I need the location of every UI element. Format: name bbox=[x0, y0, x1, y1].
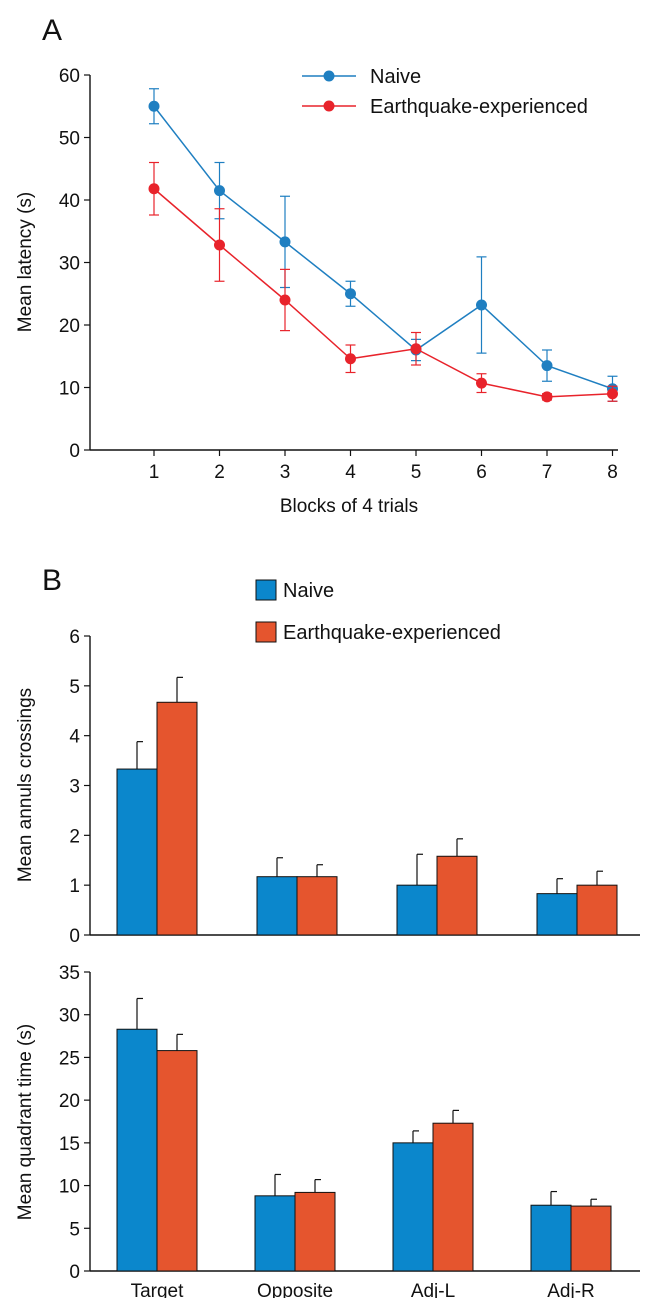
a-y-axis-label: Mean latency (s) bbox=[15, 192, 36, 332]
category-labels: Target Opposite Adj-L Adj-R bbox=[131, 1281, 595, 1298]
category-label: Adj-L bbox=[411, 1281, 455, 1298]
b1-bar-earthquake bbox=[296, 876, 338, 936]
data-point-naive bbox=[148, 100, 160, 112]
a-y-tick-label: 10 bbox=[59, 379, 80, 400]
a-x-tick-label: 2 bbox=[214, 462, 225, 483]
legend-swatch-naive bbox=[255, 579, 277, 601]
b2-y-tick-label: 35 bbox=[59, 963, 80, 984]
a-x-tick-label: 7 bbox=[542, 462, 553, 483]
data-point-naive bbox=[214, 185, 225, 197]
quadrant-chart-bars bbox=[116, 997, 612, 1272]
data-point-earthquake bbox=[345, 353, 356, 365]
b1-bar-naive bbox=[116, 768, 158, 936]
data-point-earthquake bbox=[607, 388, 618, 400]
data-point-earthquake bbox=[541, 391, 553, 403]
a-y-tick-label: 40 bbox=[59, 191, 80, 212]
b2-y-tick-label: 20 bbox=[59, 1091, 80, 1112]
b1-y-tick-label: 3 bbox=[69, 777, 80, 798]
b2-bar-naive bbox=[254, 1195, 296, 1272]
data-point-naive bbox=[279, 236, 291, 248]
data-point-earthquake bbox=[148, 183, 160, 195]
b1-y-tick-label: 4 bbox=[69, 727, 80, 748]
a-y-tick-label: 50 bbox=[59, 129, 80, 150]
legend-swatch-earthquake bbox=[255, 621, 277, 643]
a-x-tick-label: 6 bbox=[476, 462, 487, 483]
b2-bar-naive bbox=[116, 1028, 158, 1272]
category-label: Opposite bbox=[257, 1281, 333, 1298]
crossings-chart-bars bbox=[116, 676, 618, 936]
b2-y-axis-label: Mean quadrant time (s) bbox=[15, 1024, 36, 1220]
b1-bar-earthquake bbox=[156, 701, 198, 936]
series-line-naive bbox=[153, 105, 613, 390]
b2-y-tick-label: 10 bbox=[59, 1177, 80, 1198]
legend-label-earthquake: Earthquake-experienced bbox=[370, 96, 588, 118]
legend-label-earthquake-b: Earthquake-experienced bbox=[283, 622, 501, 644]
b2-bar-naive bbox=[392, 1142, 434, 1272]
line-chart-axes: 0 10 20 30 40 50 60 1 2 3 4 5 6 7 8 bbox=[59, 66, 618, 483]
b2-y-tick-label: 5 bbox=[69, 1219, 80, 1240]
a-y-tick-label: 30 bbox=[59, 254, 80, 275]
b2-bar-earthquake bbox=[156, 1050, 198, 1272]
b2-bar-naive bbox=[530, 1204, 572, 1272]
legend-marker-naive bbox=[323, 70, 335, 82]
a-x-axis-label: Blocks of 4 trials bbox=[280, 496, 418, 517]
b2-y-tick-label: 0 bbox=[69, 1262, 80, 1283]
data-point-naive bbox=[476, 299, 487, 311]
panel-label-a: A bbox=[42, 14, 62, 47]
b2-bar-earthquake bbox=[570, 1205, 612, 1272]
b1-y-tick-label: 1 bbox=[69, 876, 80, 897]
b1-y-tick-label: 2 bbox=[69, 826, 80, 847]
legend-marker-earthquake bbox=[323, 100, 335, 112]
data-point-earthquake bbox=[410, 343, 422, 355]
b1-bar-naive bbox=[256, 876, 298, 936]
b1-bar-earthquake bbox=[576, 884, 618, 936]
b1-y-tick-label: 0 bbox=[69, 926, 80, 947]
bar-chart-legend: Naive Earthquake-experienced bbox=[255, 579, 501, 644]
data-point-earthquake bbox=[476, 377, 487, 389]
b1-y-tick-label: 6 bbox=[69, 627, 80, 648]
b1-bar-naive bbox=[536, 893, 578, 936]
crossings-chart-axes: 0 1 2 3 4 5 6 bbox=[69, 627, 640, 947]
series-line-earthquake bbox=[153, 188, 613, 398]
a-x-tick-label: 8 bbox=[607, 462, 618, 483]
data-point-earthquake bbox=[214, 239, 225, 251]
a-x-tick-label: 3 bbox=[280, 462, 291, 483]
a-y-tick-label: 20 bbox=[59, 316, 80, 337]
b2-bar-earthquake bbox=[294, 1191, 336, 1272]
b1-bar-earthquake bbox=[436, 855, 478, 936]
panel-label-b: B bbox=[42, 564, 62, 597]
b1-y-tick-label: 5 bbox=[69, 677, 80, 698]
legend-label-naive: Naive bbox=[370, 66, 421, 88]
b2-y-tick-label: 30 bbox=[59, 1006, 80, 1027]
category-label: Adj-R bbox=[547, 1281, 595, 1298]
a-x-tick-label: 5 bbox=[411, 462, 422, 483]
b2-y-tick-label: 15 bbox=[59, 1134, 80, 1155]
b2-y-tick-label: 25 bbox=[59, 1048, 80, 1069]
line-chart-series bbox=[148, 88, 618, 403]
a-y-tick-label: 60 bbox=[59, 66, 80, 87]
a-x-tick-label: 4 bbox=[345, 462, 356, 483]
legend-label-naive-b: Naive bbox=[283, 580, 334, 602]
data-point-naive bbox=[345, 288, 356, 300]
b1-bar-naive bbox=[396, 884, 438, 936]
category-label: Target bbox=[131, 1281, 185, 1298]
data-point-earthquake bbox=[279, 294, 291, 306]
line-chart-legend: Naive Earthquake-experienced bbox=[302, 66, 588, 118]
a-x-tick-label: 1 bbox=[149, 462, 160, 483]
data-point-naive bbox=[541, 360, 553, 372]
b1-y-axis-label: Mean annuls crossings bbox=[15, 688, 36, 882]
a-y-tick-label: 0 bbox=[69, 441, 80, 462]
b2-bar-earthquake bbox=[432, 1122, 474, 1272]
